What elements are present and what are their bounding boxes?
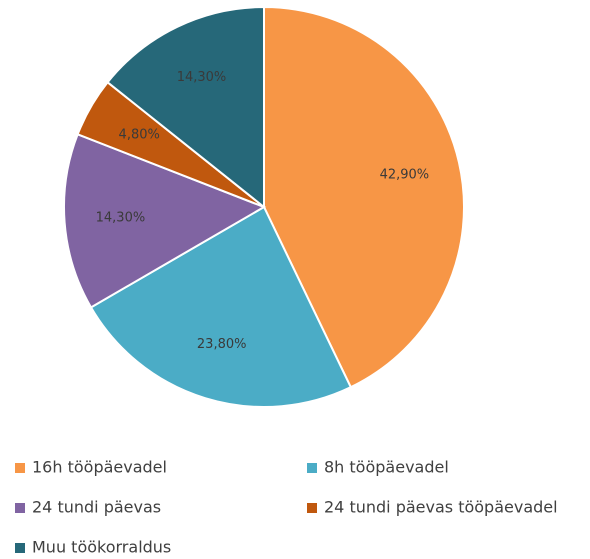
- data-label: 42,90%: [380, 167, 430, 182]
- legend-swatch: [307, 463, 317, 473]
- legend-label: 16h tööpäevadel: [32, 458, 167, 477]
- pie-slice: [63, 133, 267, 309]
- legend-label: 24 tundi päevas: [32, 498, 161, 517]
- data-label: 23,80%: [197, 337, 247, 352]
- legend-swatch: [15, 463, 25, 473]
- legend-swatch: [307, 503, 317, 513]
- legend-swatch: [15, 503, 25, 513]
- legend-label: Muu töökorraldus: [32, 538, 171, 557]
- data-label: 4,80%: [119, 128, 160, 143]
- data-label: 14,30%: [96, 211, 146, 226]
- pie-slice: [263, 5, 465, 389]
- data-label: 14,30%: [177, 70, 227, 85]
- legend-label: 24 tundi päevas tööpäevadel: [324, 498, 558, 517]
- pie-slice: [106, 5, 265, 210]
- legend-swatch: [15, 543, 25, 553]
- pie-slice: [89, 205, 353, 408]
- legend-label: 8h tööpäevadel: [324, 458, 449, 477]
